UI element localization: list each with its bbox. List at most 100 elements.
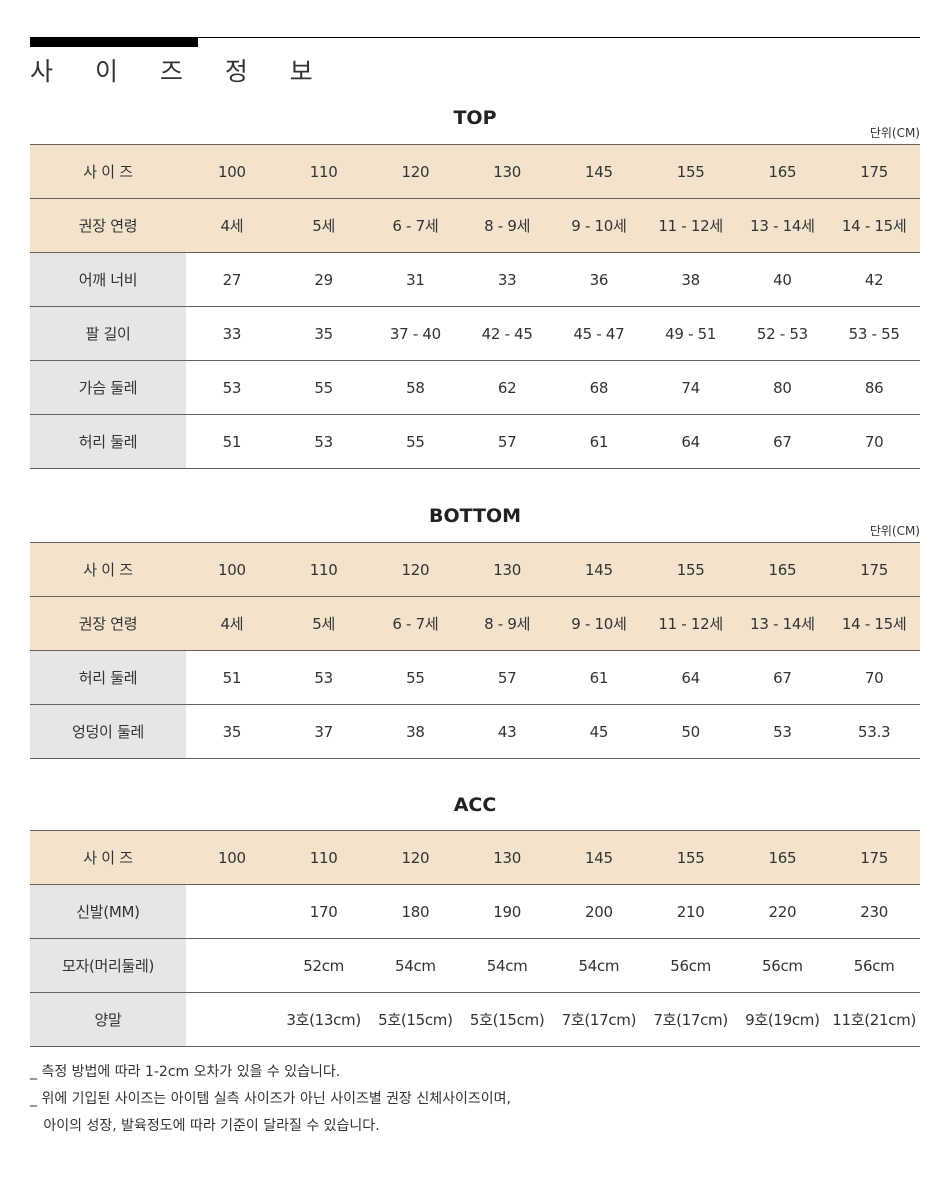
table-cell: 49 - 51 xyxy=(644,306,737,361)
table-cell: 67 xyxy=(736,650,829,705)
table-cell: 45 - 47 xyxy=(553,306,645,361)
note-line: _ 측정 방법에 따라 1-2cm 오차가 있을 수 있습니다. xyxy=(30,1064,341,1080)
table-cell: 120 xyxy=(369,144,462,199)
table-cell: 86 xyxy=(828,360,920,415)
table-cell: 52cm xyxy=(277,938,370,993)
table-cell: 3호(13cm) xyxy=(277,992,370,1047)
table-cell: 220 xyxy=(736,884,829,939)
table-cell: 64 xyxy=(644,414,737,469)
table-cell: 230 xyxy=(828,884,920,939)
size-table-acc: 사 이 즈 100 110 120 130 145 155 165 175 신발(MM) 170 18… xyxy=(30,830,920,1047)
table-cell: 155 xyxy=(644,144,737,199)
table-cell: 100 xyxy=(186,144,278,199)
table-cell: 4세 xyxy=(186,596,278,651)
table-cell: 35 xyxy=(186,704,278,759)
table-cell: 45 xyxy=(553,704,645,759)
table-cell: 37 xyxy=(277,704,370,759)
table-cell: 4세 xyxy=(186,198,278,253)
table-cell: 9호(19cm) xyxy=(736,992,829,1047)
table-cell: 130 xyxy=(461,830,553,885)
table-cell: 145 xyxy=(553,542,645,597)
size-table-bottom: 사 이 즈 100 110 120 130 145 155 165 175 권장 연령 4세 5세 6 … xyxy=(30,542,920,759)
table-cell: 7호(17cm) xyxy=(644,992,737,1047)
table-cell: 11호(21cm) xyxy=(828,992,920,1047)
table-cell: 14 - 15세 xyxy=(828,596,920,651)
table-cell: 54cm xyxy=(553,938,645,993)
table-cell: 43 xyxy=(461,704,553,759)
table-cell: 33 xyxy=(186,306,278,361)
table-cell: 6 - 7세 xyxy=(369,198,462,253)
table-cell: 145 xyxy=(553,144,645,199)
table-cell: 38 xyxy=(369,704,462,759)
table-cell: 13 - 14세 xyxy=(736,596,829,651)
header-row: 사 이 즈 100 110 120 130 145 155 165 175 xyxy=(30,542,920,597)
row-label: 엉덩이 둘레 xyxy=(30,704,186,759)
table-cell: 53 xyxy=(736,704,829,759)
table-cell: 55 xyxy=(277,360,370,415)
table-row: 가슴 둘레 53 55 58 62 68 74 80 86 xyxy=(30,360,920,415)
row-label: 사 이 즈 xyxy=(30,144,186,199)
table-cell: 37 - 40 xyxy=(369,306,462,361)
table-cell: 155 xyxy=(644,830,737,885)
table-cell: 53 xyxy=(277,650,370,705)
table-cell: 100 xyxy=(186,830,278,885)
page-title: 사 이 즈 정 보 xyxy=(30,57,330,86)
table-row: 신발(MM) 170 180 190 200 210 220 230 xyxy=(30,884,920,939)
row-label: 허리 둘레 xyxy=(30,414,186,469)
table-row: 허리 둘레 51 53 55 57 61 64 67 70 xyxy=(30,414,920,469)
table-cell: 80 xyxy=(736,360,829,415)
table-cell: 51 xyxy=(186,414,278,469)
table-cell: 27 xyxy=(186,252,278,307)
table-cell: 165 xyxy=(736,830,829,885)
table-cell: 9 - 10세 xyxy=(553,596,645,651)
table-row: 팔 길이 33 35 37 - 40 42 - 45 45 - 47 49 - 51 52 -… xyxy=(30,306,920,361)
top-rule xyxy=(30,37,920,38)
table-cell: 8 - 9세 xyxy=(461,198,553,253)
table-row: 어깨 너비 27 29 31 33 36 38 40 42 xyxy=(30,252,920,307)
table-cell: 175 xyxy=(828,542,920,597)
table-cell: 51 xyxy=(186,650,278,705)
table-cell: 74 xyxy=(644,360,737,415)
table-cell: 55 xyxy=(369,650,462,705)
table-cell: 54cm xyxy=(461,938,553,993)
size-table-top: 사 이 즈 100 110 120 130 145 155 165 175 권장 연령 4세 5세 6 … xyxy=(30,144,920,469)
unit-label-top: 단위(CM) xyxy=(869,126,920,140)
table-cell: 130 xyxy=(461,144,553,199)
table-cell: 5세 xyxy=(277,198,370,253)
header-row: 사 이 즈 100 110 120 130 145 155 165 175 xyxy=(30,830,920,885)
note-line: 아이의 성장, 발육정도에 따라 기준이 달라질 수 있습니다. xyxy=(30,1118,380,1134)
table-cell: 35 xyxy=(277,306,370,361)
table-cell: 36 xyxy=(553,252,645,307)
table-cell: 110 xyxy=(277,542,370,597)
section-title-top: TOP xyxy=(453,107,497,129)
table-cell: 8 - 9세 xyxy=(461,596,553,651)
table-cell: 180 xyxy=(369,884,462,939)
table-cell: 210 xyxy=(644,884,737,939)
table-cell: 14 - 15세 xyxy=(828,198,920,253)
table-cell: 155 xyxy=(644,542,737,597)
table-cell: 33 xyxy=(461,252,553,307)
table-cell: 55 xyxy=(369,414,462,469)
table-cell: 61 xyxy=(553,650,645,705)
table-cell: 100 xyxy=(186,542,278,597)
table-cell: 9 - 10세 xyxy=(553,198,645,253)
header-row: 권장 연령 4세 5세 6 - 7세 8 - 9세 9 - 10세 11 - 12세 13 -… xyxy=(30,198,920,253)
table-cell: 56cm xyxy=(828,938,920,993)
table-cell: 5호(15cm) xyxy=(461,992,553,1047)
table-cell: 40 xyxy=(736,252,829,307)
table-cell: 56cm xyxy=(644,938,737,993)
table-cell: 29 xyxy=(277,252,370,307)
table-cell: 54cm xyxy=(369,938,462,993)
table-cell: 110 xyxy=(277,830,370,885)
table-cell: 130 xyxy=(461,542,553,597)
table-cell: 5세 xyxy=(277,596,370,651)
row-label: 어깨 너비 xyxy=(30,252,186,307)
header-row: 권장 연령 4세 5세 6 - 7세 8 - 9세 9 - 10세 11 - 12세 13 -… xyxy=(30,596,920,651)
table-cell: 175 xyxy=(828,830,920,885)
table-cell: 62 xyxy=(461,360,553,415)
table-cell: 165 xyxy=(736,542,829,597)
table-cell: 56cm xyxy=(736,938,829,993)
note-line: _ 위에 기입된 사이즈는 아이템 실측 사이즈가 아닌 사이즈별 권장 신체사… xyxy=(30,1091,511,1107)
row-label: 허리 둘레 xyxy=(30,650,186,705)
table-cell: 53 xyxy=(186,360,278,415)
